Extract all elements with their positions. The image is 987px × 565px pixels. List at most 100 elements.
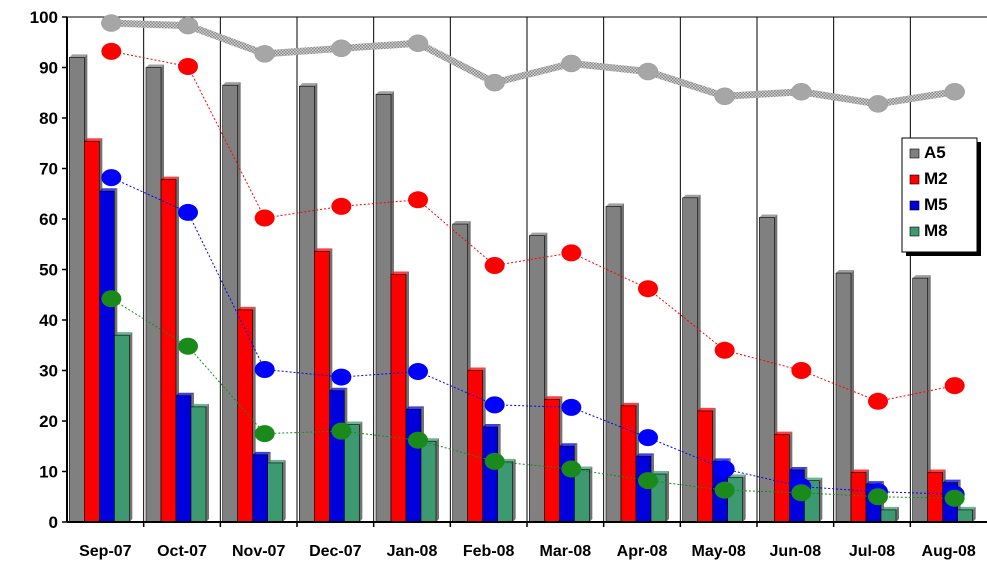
line-point xyxy=(944,82,965,101)
x-tick-label: May-08 xyxy=(692,543,746,560)
line-point xyxy=(254,360,275,378)
bar-top xyxy=(759,214,778,218)
y-tick-label: 80 xyxy=(39,109,58,128)
line-point xyxy=(484,256,505,274)
bar-top xyxy=(452,221,471,225)
bar-top xyxy=(559,443,578,447)
line-point xyxy=(714,87,735,106)
bar xyxy=(912,275,931,523)
bar-top xyxy=(237,306,256,310)
legend-label: M2 xyxy=(924,169,948,188)
bar-top xyxy=(651,471,669,475)
bar xyxy=(267,459,286,523)
bar-top xyxy=(881,506,899,510)
bar-side xyxy=(666,471,669,522)
y-tick-label: 50 xyxy=(39,261,58,280)
bar xyxy=(727,474,746,523)
line-point xyxy=(638,429,658,447)
line-point xyxy=(407,34,429,53)
bar-top xyxy=(851,469,869,473)
line-point xyxy=(331,197,352,215)
line-point xyxy=(638,472,658,490)
line-point xyxy=(178,203,198,221)
bar-face xyxy=(957,509,973,523)
bar-face xyxy=(160,179,177,523)
bar xyxy=(957,506,976,523)
bar xyxy=(497,458,516,523)
bar-top xyxy=(529,232,548,236)
line-point xyxy=(714,341,735,359)
bar xyxy=(190,403,209,523)
bar-top xyxy=(267,459,286,463)
bar-top xyxy=(99,188,118,192)
line-point xyxy=(484,396,505,414)
legend-label: M8 xyxy=(924,221,948,240)
line-point xyxy=(254,209,275,227)
bar-top xyxy=(957,506,976,510)
bar-top xyxy=(161,176,179,180)
bar-face xyxy=(529,235,545,523)
x-tick-label: Feb-08 xyxy=(463,543,515,560)
line-point xyxy=(561,398,582,416)
bar-top xyxy=(329,387,348,391)
line-point xyxy=(408,363,428,381)
y-tick-label: 0 xyxy=(49,513,58,532)
y-tick-label: 10 xyxy=(39,463,58,482)
bar-top xyxy=(114,332,133,336)
line-point xyxy=(637,62,659,81)
bar-face xyxy=(99,190,115,523)
bar-top xyxy=(252,451,271,455)
bar-face xyxy=(497,461,513,523)
bar-top xyxy=(376,91,394,95)
bar-top xyxy=(774,431,793,435)
bar-face xyxy=(375,93,392,523)
bar xyxy=(344,421,363,523)
line-point xyxy=(791,82,812,101)
bar-top xyxy=(682,194,701,198)
bar-top xyxy=(391,271,409,275)
line-point xyxy=(944,489,965,507)
bar-top xyxy=(191,403,209,407)
line-path xyxy=(111,298,955,499)
line-point xyxy=(791,484,812,502)
bar-top xyxy=(942,479,961,483)
bar-face xyxy=(774,434,790,523)
bar-top xyxy=(789,466,808,470)
bar-face xyxy=(544,398,560,523)
line-point xyxy=(408,431,428,449)
bar-top xyxy=(299,83,318,87)
line-point xyxy=(484,452,505,470)
axes: 0 10 20 30 40 50 60 70 80 90 100 Sep-07 Oct-07 Nov-07… xyxy=(30,8,987,560)
bar-top xyxy=(727,474,746,478)
line-point xyxy=(177,16,199,35)
line-path xyxy=(111,177,955,495)
line-path xyxy=(111,19,956,108)
x-tick-label: Dec-07 xyxy=(309,543,362,560)
legend-swatch xyxy=(909,148,920,159)
bar-top xyxy=(544,396,563,400)
x-tick-label: Aug-08 xyxy=(922,543,976,560)
x-tick-label: Nov-07 xyxy=(232,543,285,560)
line-point xyxy=(791,362,812,379)
line-point xyxy=(408,191,428,209)
bar-face xyxy=(697,410,713,523)
bar-top xyxy=(406,406,424,410)
bar-top xyxy=(927,469,946,473)
line-point xyxy=(331,422,352,440)
bar-top xyxy=(84,138,103,142)
y-tick-label: 30 xyxy=(39,362,58,381)
line-point xyxy=(944,377,965,395)
line-point xyxy=(101,42,122,60)
legend-swatch xyxy=(909,200,920,211)
bar-face xyxy=(390,274,407,523)
bar xyxy=(114,332,133,523)
line-point xyxy=(331,368,352,386)
line-point xyxy=(331,39,352,58)
line-point xyxy=(714,460,735,478)
bar-face xyxy=(299,85,315,523)
bar-top xyxy=(344,421,363,425)
bar-top xyxy=(146,64,164,68)
x-tick-label: Jun-08 xyxy=(770,543,822,560)
